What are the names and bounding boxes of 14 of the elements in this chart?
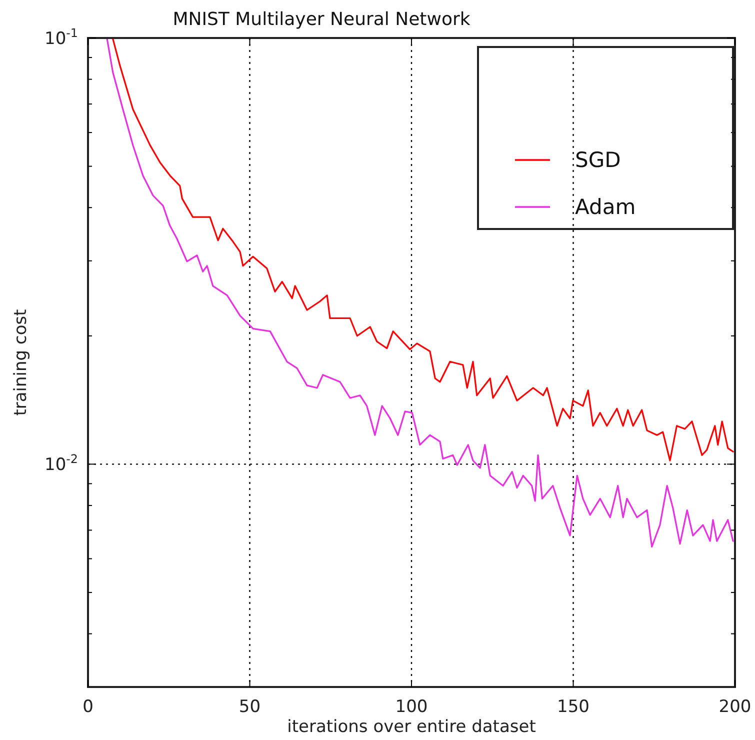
y-tick-label: 10$^{-2}$ xyxy=(44,452,78,476)
x-tick-label: 150 xyxy=(557,697,590,717)
legend-label: Adam xyxy=(575,195,636,219)
x-tick-label: 200 xyxy=(718,697,752,717)
y-axis-title: training cost xyxy=(11,308,31,416)
x-axis-title: iterations over entire dataset xyxy=(287,717,536,737)
y-tick-label: 10$^{-1}$ xyxy=(44,26,78,49)
x-tick-label: 50 xyxy=(238,697,261,717)
line-series xyxy=(106,38,734,548)
legend-label: SGD xyxy=(575,148,621,172)
x-tick-label: 100 xyxy=(395,697,428,717)
line-series xyxy=(112,38,734,462)
x-tick-label: 0 xyxy=(82,697,94,717)
chart-title: MNIST Multilayer Neural Network xyxy=(172,9,471,30)
